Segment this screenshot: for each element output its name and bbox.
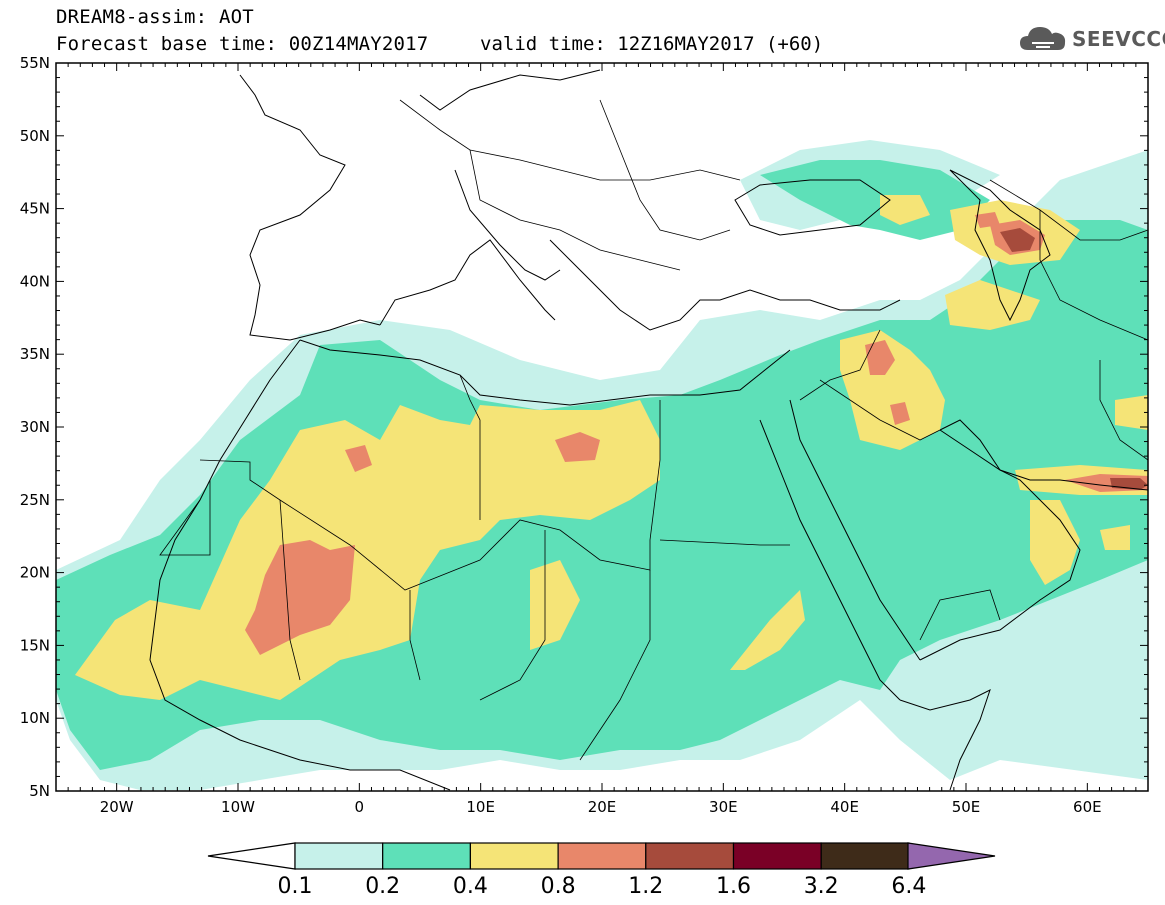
- colorbar-box: [469, 842, 559, 870]
- lat-label: 15N: [20, 636, 50, 654]
- lat-label: 45N: [20, 200, 50, 218]
- country-borders: [159, 99, 1148, 761]
- colorbar-label: 6.4: [891, 874, 926, 899]
- lon-label: 60E: [1073, 798, 1102, 816]
- lon-label: 50E: [952, 798, 981, 816]
- colorbar-box: [294, 842, 384, 870]
- lat-label: 40N: [20, 272, 50, 290]
- valid-time: valid time: 12Z16MAY2017 (+60): [480, 33, 824, 55]
- lat-label: 20N: [20, 564, 50, 582]
- forecast-base-time: Forecast base time: 00Z14MAY2017: [56, 33, 429, 55]
- colorbar-label: 0.2: [365, 874, 400, 899]
- colorbar-box: [820, 842, 910, 870]
- coastlines: [149, 69, 1148, 791]
- lon-label: 40E: [830, 798, 859, 816]
- lat-label: 25N: [20, 491, 50, 509]
- logo-text: SEEVCCC: [1072, 27, 1165, 51]
- colorbar-under-triangle: [207, 842, 296, 870]
- colorbar: 0.1 0.2 0.4 0.8 1.2 1.6 3.2 6.4: [207, 842, 996, 899]
- colorbar-label: 0.8: [541, 874, 576, 899]
- aot-field: [56, 69, 1148, 791]
- colorbar-label: 3.2: [804, 874, 839, 899]
- lon-label: 0: [355, 798, 365, 816]
- lat-label: 30N: [20, 418, 50, 436]
- aot-level-0-4: [75, 195, 1148, 700]
- colorbar-label: 1.2: [628, 874, 663, 899]
- seevccc-logo: SEEVCCC: [1018, 22, 1165, 56]
- lat-label: 10N: [20, 709, 50, 727]
- lon-label: 20W: [100, 798, 134, 816]
- lon-label: 20E: [588, 798, 617, 816]
- colorbar-box: [645, 842, 735, 870]
- colorbar-box: [732, 842, 822, 870]
- colorbar-over-triangle: [907, 842, 996, 870]
- cloud-icon: [1020, 27, 1066, 50]
- map-title: DREAM8-assim: AOT: [56, 6, 254, 28]
- lat-label: 35N: [20, 345, 50, 363]
- lat-label: 50N: [20, 127, 50, 145]
- colorbar-box: [382, 842, 472, 870]
- lat-label: 55N: [20, 54, 50, 72]
- lon-label: 10W: [221, 798, 255, 816]
- colorbar-label: 0.1: [278, 874, 313, 899]
- colorbar-label: 0.4: [453, 874, 488, 899]
- axis-ticks: 55N 50N 45N 40N 35N 30N 25N 20N 15N 10N 5N 20W 10W 0 1…: [20, 54, 1149, 816]
- lon-label: 10E: [466, 798, 495, 816]
- lat-label: 5N: [29, 782, 50, 800]
- colorbar-box: [557, 842, 647, 870]
- colorbar-label: 1.6: [716, 874, 751, 899]
- lon-label: 30E: [709, 798, 738, 816]
